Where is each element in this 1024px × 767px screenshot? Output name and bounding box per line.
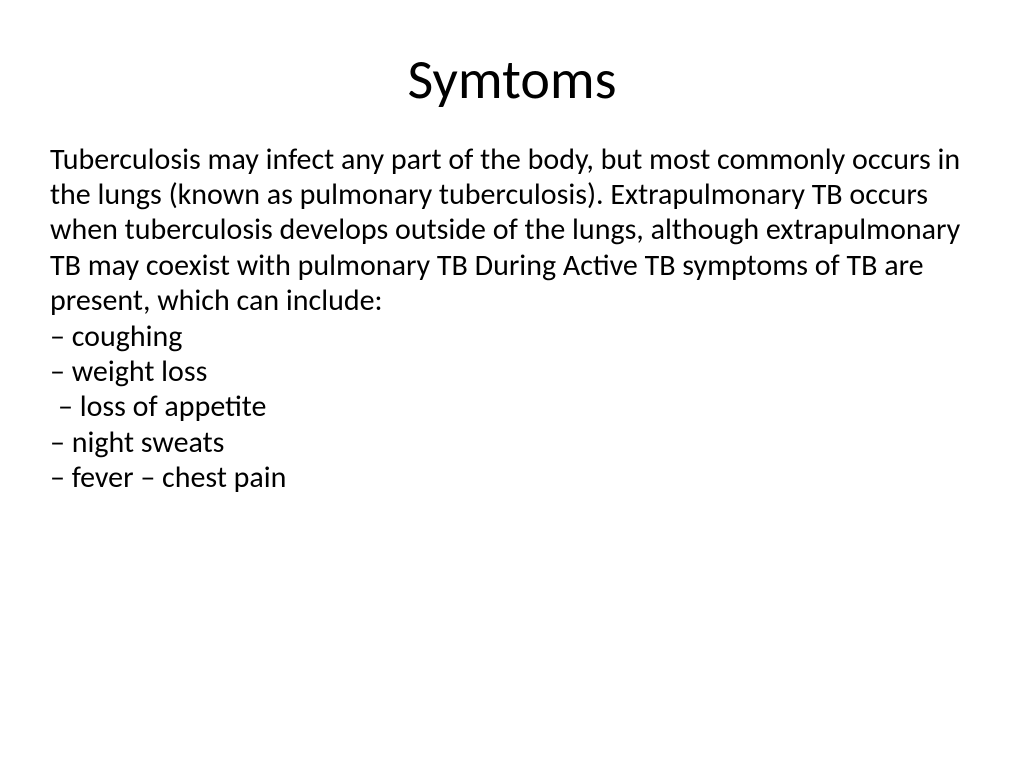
list-item: – night sweats [50,425,974,460]
list-item: – coughing [50,319,974,354]
slide-title: Symtoms [50,50,974,112]
slide-container: Symtoms Tuberculosis may infect any part… [0,0,1024,767]
list-item: – loss of appetite [50,389,974,424]
slide-body: Tuberculosis may infect any part of the … [50,142,974,496]
intro-paragraph: Tuberculosis may infect any part of the … [50,142,974,319]
list-item: – fever – chest pain [50,460,974,495]
list-item: – weight loss [50,354,974,389]
